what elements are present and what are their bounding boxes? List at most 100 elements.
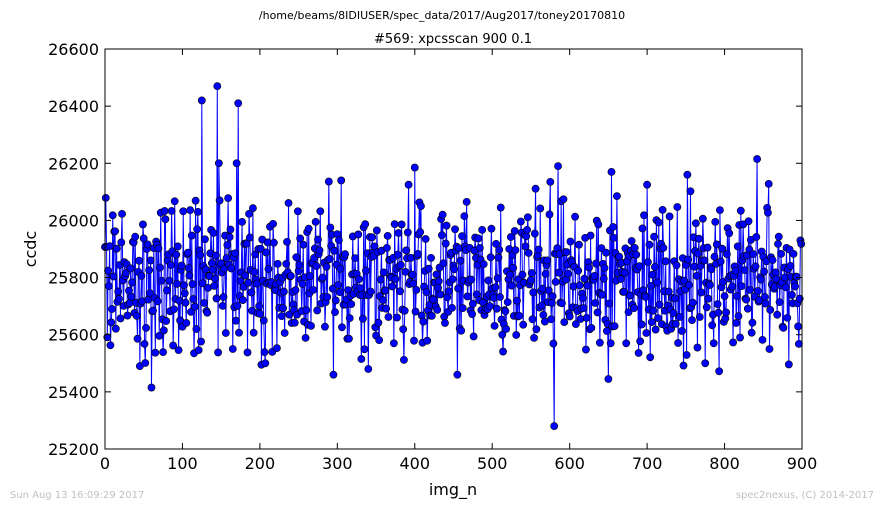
data-point: [678, 327, 686, 335]
y-tick-label: 25600: [48, 326, 99, 345]
data-point: [751, 262, 760, 271]
data-point: [186, 206, 195, 215]
data-point: [224, 194, 233, 203]
data-point: [486, 253, 495, 262]
data-point: [609, 223, 617, 231]
figure-suptitle: /home/beams/8IDIUSER/spec_data/2017/Aug2…: [259, 9, 625, 22]
data-point: [791, 282, 799, 291]
data-point: [227, 264, 236, 273]
data-point: [485, 302, 494, 311]
x-tick-label: 600: [554, 454, 585, 473]
data-point: [647, 318, 656, 327]
data-point: [585, 263, 593, 272]
data-point: [757, 275, 765, 284]
data-point: [201, 265, 210, 274]
x-tick-label: 0: [100, 454, 110, 473]
data-point: [434, 277, 443, 286]
data-point: [393, 313, 401, 322]
data-point: [141, 359, 150, 367]
data-point: [118, 209, 126, 218]
data-point: [381, 286, 390, 295]
data-point: [241, 271, 250, 280]
data-point: [115, 295, 123, 303]
data-point: [575, 240, 583, 249]
data-point: [379, 296, 387, 305]
data-point: [713, 300, 722, 309]
data-point: [292, 253, 301, 262]
y-axis-label: ccdc: [21, 231, 40, 268]
data-point: [707, 265, 716, 274]
data-point: [574, 266, 583, 275]
data-point: [326, 223, 335, 232]
data-point: [242, 239, 251, 248]
data-point: [396, 287, 404, 296]
data-point: [448, 275, 457, 284]
data-point: [528, 315, 537, 324]
data-point: [688, 316, 696, 325]
data-point: [792, 272, 801, 281]
data-point: [774, 232, 783, 241]
data-point: [231, 316, 240, 325]
data-point: [338, 323, 346, 332]
data-point: [135, 256, 143, 265]
data-point: [189, 295, 198, 303]
x-tick-label: 800: [709, 454, 740, 473]
data-point: [336, 264, 345, 273]
data-point: [438, 210, 447, 219]
data-point: [399, 325, 408, 334]
data-point: [174, 346, 183, 355]
data-point: [527, 275, 535, 284]
data-point: [190, 302, 199, 311]
data-point: [137, 271, 146, 280]
data-point: [316, 207, 325, 216]
data-point: [410, 163, 419, 172]
data-point: [180, 281, 188, 290]
data-point: [703, 243, 712, 252]
data-point: [527, 269, 536, 277]
data-point: [279, 304, 288, 313]
data-point: [543, 256, 552, 265]
data-point: [335, 288, 344, 297]
data-point: [314, 235, 322, 244]
data-point: [786, 261, 795, 270]
data-point: [264, 265, 273, 273]
data-point: [722, 250, 731, 259]
data-point: [469, 332, 478, 341]
data-point: [245, 233, 254, 242]
data-point: [734, 312, 743, 321]
data-point: [684, 255, 693, 264]
data-point: [693, 343, 702, 352]
data-point: [256, 244, 265, 253]
data-point: [329, 370, 338, 379]
data-point: [105, 242, 114, 251]
data-point: [779, 323, 788, 332]
data-point: [679, 361, 688, 370]
data-point: [616, 275, 625, 283]
data-point: [286, 271, 295, 280]
data-point: [630, 304, 638, 313]
data-point: [173, 242, 182, 251]
data-point: [604, 375, 613, 383]
data-point: [643, 258, 652, 267]
data-point: [311, 217, 320, 226]
data-point: [704, 294, 713, 303]
data-point: [439, 259, 448, 268]
data-point: [695, 313, 704, 321]
data-point: [686, 187, 695, 196]
data-point: [146, 289, 154, 298]
data-point: [771, 268, 780, 277]
data-point: [444, 287, 453, 296]
data-point: [360, 345, 369, 354]
data-point: [484, 276, 493, 285]
data-point: [351, 254, 360, 263]
data-point: [400, 355, 408, 364]
data-point: [582, 313, 591, 322]
data-point: [546, 177, 555, 186]
data-point: [511, 246, 520, 255]
data-point: [537, 301, 546, 310]
data-point: [753, 155, 761, 163]
data-point: [647, 281, 655, 290]
axes-frame: [104, 48, 803, 450]
data-point: [391, 275, 400, 283]
data-point: [606, 339, 615, 348]
